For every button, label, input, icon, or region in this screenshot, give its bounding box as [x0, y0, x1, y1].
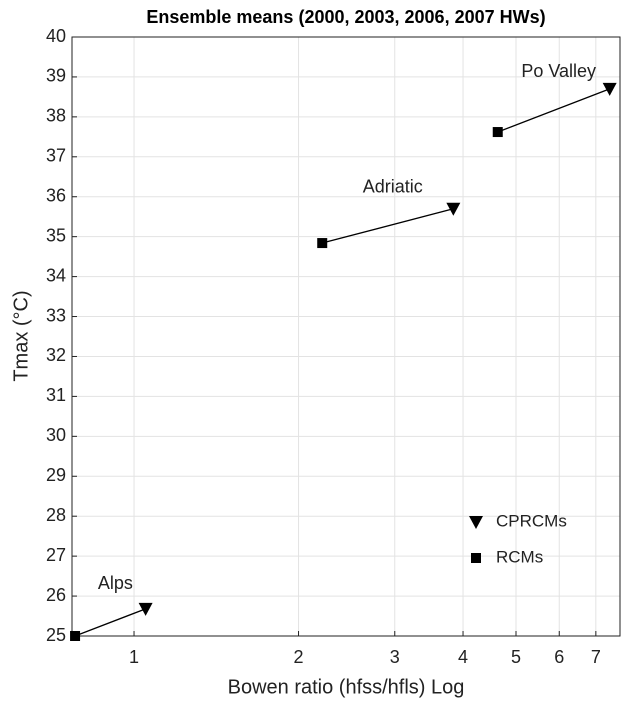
y-tick-label: 33: [46, 305, 66, 325]
x-tick-label: 1: [129, 647, 139, 667]
legend-marker: [471, 553, 481, 563]
y-tick-label: 37: [46, 146, 66, 166]
y-tick-label: 39: [46, 66, 66, 86]
y-tick-label: 36: [46, 185, 66, 205]
square-marker: [70, 631, 81, 641]
chart-title: Ensemble means (2000, 2003, 2006, 2007 H…: [146, 7, 545, 27]
y-tick-label: 34: [46, 265, 66, 285]
region-label: Po Valley: [521, 61, 596, 81]
y-tick-label: 30: [46, 425, 66, 445]
triangle-marker: [602, 82, 617, 96]
plot-frame: [71, 36, 621, 637]
triangle-marker: [446, 202, 461, 216]
y-tick-label: 26: [46, 585, 66, 605]
square-marker: [492, 127, 503, 138]
triangle-marker: [138, 602, 153, 616]
legend-label: CPRCMs: [496, 511, 567, 530]
y-tick-label: 38: [46, 106, 66, 126]
legend-label: RCMs: [496, 547, 543, 566]
x-tick-label: 5: [511, 647, 521, 667]
x-tick-label: 7: [591, 647, 601, 667]
x-axis-label: Bowen ratio (hfss/hfls) Log: [228, 676, 465, 698]
y-tick-label: 27: [46, 545, 66, 565]
legend-marker: [469, 516, 483, 529]
connector: [322, 208, 454, 244]
y-tick-label: 31: [46, 385, 66, 405]
y-tick-label: 29: [46, 465, 66, 485]
y-tick-label: 28: [46, 505, 66, 525]
x-tick-label: 3: [390, 647, 400, 667]
y-axis-label: Tmax (°C): [10, 290, 32, 381]
x-tick-label: 2: [294, 647, 304, 667]
y-tick-label: 32: [46, 345, 66, 365]
region-label: Alps: [98, 573, 133, 593]
connector: [74, 608, 146, 637]
x-tick-label: 6: [554, 647, 564, 667]
square-marker: [317, 238, 328, 249]
region-label: Adriatic: [363, 177, 423, 197]
y-tick-label: 35: [46, 225, 66, 245]
y-tick-label: 40: [46, 26, 66, 46]
y-tick-label: 25: [46, 625, 66, 645]
connector: [497, 88, 610, 133]
x-tick-label: 4: [458, 647, 468, 667]
